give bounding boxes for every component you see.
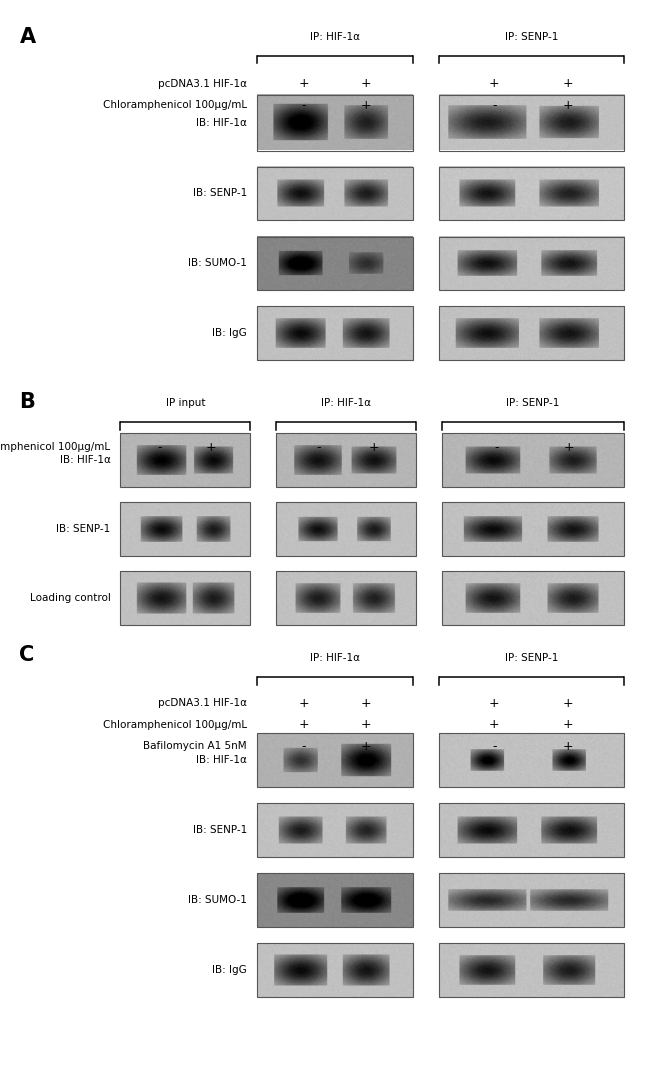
Text: Chloramphenicol 100μg/mL: Chloramphenicol 100μg/mL [0,442,111,453]
Text: IB: SENP-1: IB: SENP-1 [193,188,247,199]
Text: IP: HIF-1α: IP: HIF-1α [310,654,359,663]
Text: IB: IgG: IB: IgG [213,328,247,339]
Text: +: + [298,697,309,710]
Text: +: + [298,77,309,90]
Text: IP: SENP-1: IP: SENP-1 [506,399,560,408]
Text: +: + [489,77,500,90]
Text: B: B [20,392,35,413]
Text: -: - [302,740,306,752]
Text: Chloramphenicol 100μg/mL: Chloramphenicol 100μg/mL [103,719,247,730]
Text: +: + [563,697,574,710]
Text: +: + [361,697,371,710]
Text: IP: SENP-1: IP: SENP-1 [504,654,558,663]
Text: -: - [492,740,497,752]
Text: IB: SENP-1: IB: SENP-1 [57,524,110,534]
Text: +: + [206,441,216,454]
Text: -: - [157,441,161,454]
Text: Loading control: Loading control [30,592,110,603]
Text: +: + [298,718,309,731]
Text: A: A [20,27,36,47]
Text: +: + [489,718,500,731]
Text: +: + [369,441,380,454]
Text: IB: IgG: IB: IgG [213,964,247,975]
Text: +: + [361,718,371,731]
Text: IB: SENP-1: IB: SENP-1 [193,825,247,835]
Text: IB: HIF-1α: IB: HIF-1α [196,755,247,765]
Text: +: + [361,77,371,90]
Text: Bafilomycin A1 5nM: Bafilomycin A1 5nM [144,741,247,751]
Text: +: + [563,77,574,90]
Text: +: + [361,99,371,112]
Text: C: C [20,645,34,665]
Text: IB: HIF-1α: IB: HIF-1α [60,455,110,465]
Text: +: + [564,441,575,454]
Text: IB: HIF-1α: IB: HIF-1α [196,117,247,128]
Text: +: + [563,740,574,752]
Text: IB: SUMO-1: IB: SUMO-1 [188,894,247,905]
Text: Chloramphenicol 100μg/mL: Chloramphenicol 100μg/mL [103,100,247,111]
Text: +: + [563,99,574,112]
Text: +: + [361,740,371,752]
Text: IP: SENP-1: IP: SENP-1 [504,32,558,42]
Text: -: - [302,99,306,112]
Text: IP input: IP input [166,399,205,408]
Text: IB: SUMO-1: IB: SUMO-1 [188,258,247,269]
Text: pcDNA3.1 HIF-1α: pcDNA3.1 HIF-1α [158,78,247,89]
Text: -: - [316,441,320,454]
Text: IP: HIF-1α: IP: HIF-1α [321,399,371,408]
Text: +: + [563,718,574,731]
Text: -: - [495,441,499,454]
Text: IP: HIF-1α: IP: HIF-1α [310,32,359,42]
Text: -: - [492,99,497,112]
Text: pcDNA3.1 HIF-1α: pcDNA3.1 HIF-1α [158,698,247,708]
Text: +: + [489,697,500,710]
